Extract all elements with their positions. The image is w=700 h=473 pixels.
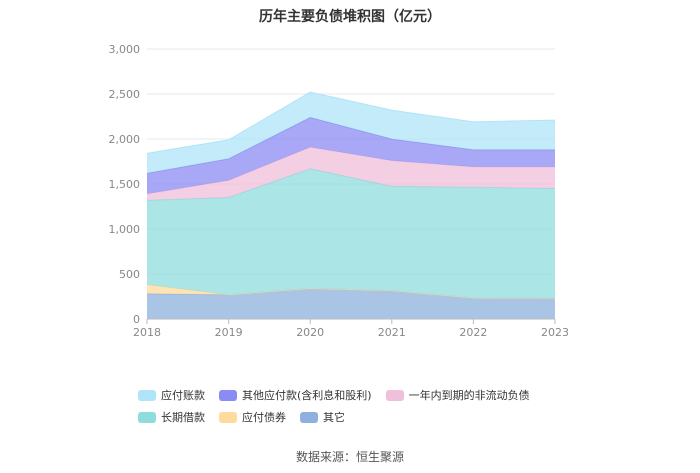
- data-source: 数据来源：恒生聚源: [295, 450, 404, 464]
- x-tick-label: 2021: [378, 326, 406, 339]
- legend-swatch: [138, 411, 156, 423]
- chart-plot: 0 500 1,000 1,500 2,000 2,500 3,000 2018 2019 202…: [109, 43, 570, 339]
- legend-swatch: [219, 389, 237, 401]
- y-tick-label: 2,500: [109, 88, 141, 101]
- legend-label: 应付债券: [242, 411, 286, 424]
- x-tick-label: 2023: [541, 326, 569, 339]
- legend-label: 其他应付款(含利息和股利): [242, 389, 372, 402]
- legend-swatch: [219, 411, 237, 423]
- x-tick-label: 2022: [459, 326, 487, 339]
- legend-swatch: [385, 389, 404, 401]
- area-series: [147, 168, 555, 299]
- legend-item[interactable]: 长期借款: [138, 410, 205, 424]
- series-line: [146, 91, 556, 154]
- legend-label: 长期借款: [161, 411, 205, 424]
- legend-label: 一年内到期的非流动负债: [408, 389, 530, 402]
- legend-item[interactable]: 应付账款: [138, 388, 205, 402]
- x-tick-label: 2018: [133, 326, 161, 339]
- y-tick-label: 2,000: [109, 133, 141, 146]
- y-tick-label: 500: [119, 268, 140, 281]
- y-tick-label: 3,000: [109, 43, 141, 56]
- area-series: [147, 117, 555, 194]
- x-tick-label: 2019: [215, 326, 243, 339]
- area-series: [147, 147, 555, 201]
- chart-title: 历年主要负债堆积图（亿元）: [259, 9, 441, 25]
- area-series: [147, 288, 555, 319]
- y-tick-label: 1,500: [109, 178, 141, 191]
- x-tick-label: 2020: [296, 326, 324, 339]
- legend-item[interactable]: 应付债券: [219, 410, 286, 424]
- y-tick-label: 0: [133, 313, 140, 326]
- legend-swatch: [138, 389, 156, 401]
- legend-swatch: [300, 411, 318, 423]
- legend-label: 其它: [323, 411, 345, 424]
- legend-item[interactable]: 一年内到期的非流动负债: [385, 388, 530, 402]
- legend-item[interactable]: 其它: [300, 410, 345, 424]
- y-tick-label: 1,000: [109, 223, 141, 236]
- legend-label: 应付账款: [161, 389, 205, 402]
- chart-legend: 应付账款 其他应付款(含利息和股利) 一年内到期的非流动负债长期借款 应付债券 其它: [138, 388, 578, 424]
- legend-item[interactable]: 其他应付款(含利息和股利): [219, 388, 372, 402]
- area-series: [147, 92, 555, 174]
